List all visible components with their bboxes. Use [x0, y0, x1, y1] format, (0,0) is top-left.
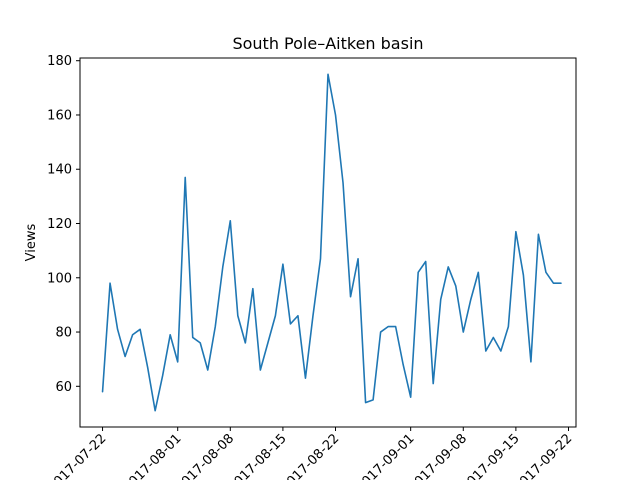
y-axis-label: Views [24, 223, 39, 261]
chart-title: South Pole–Aitken basin [232, 34, 423, 53]
x-tick-label: 2017-08-15 [226, 431, 290, 480]
y-tick-label: 100 [47, 271, 72, 286]
x-tick-label: 2017-09-15 [459, 431, 523, 480]
y-tick-label: 180 [47, 54, 72, 69]
series-line [101, 73, 562, 412]
y-tick-label: 160 [47, 108, 72, 123]
y-tick-label: 120 [47, 217, 72, 232]
y-axis: 60 80 100 120 140 160 180 [47, 54, 80, 395]
x-tick-label: 2017-08-01 [120, 431, 184, 480]
x-axis: 2017-07-22 2017-08-012017-08-082017-08-15… [45, 427, 575, 480]
x-tick-label: 2017-09-22 [511, 431, 575, 480]
plot-area [79, 57, 577, 428]
x-tick-label: 2017-08-22 [278, 431, 342, 480]
y-tick-label: 80 [55, 326, 72, 341]
y-tick-label: 60 [55, 380, 72, 395]
y-tick-label: 140 [47, 163, 72, 178]
x-tick-label: 2017-07-22 [45, 431, 109, 480]
x-tick-label: 2017-08-08 [173, 431, 237, 480]
x-tick-label: 2017-09-01 [353, 431, 417, 480]
x-tick-label: 2017-09-08 [406, 431, 470, 480]
axes-frame [79, 57, 577, 428]
